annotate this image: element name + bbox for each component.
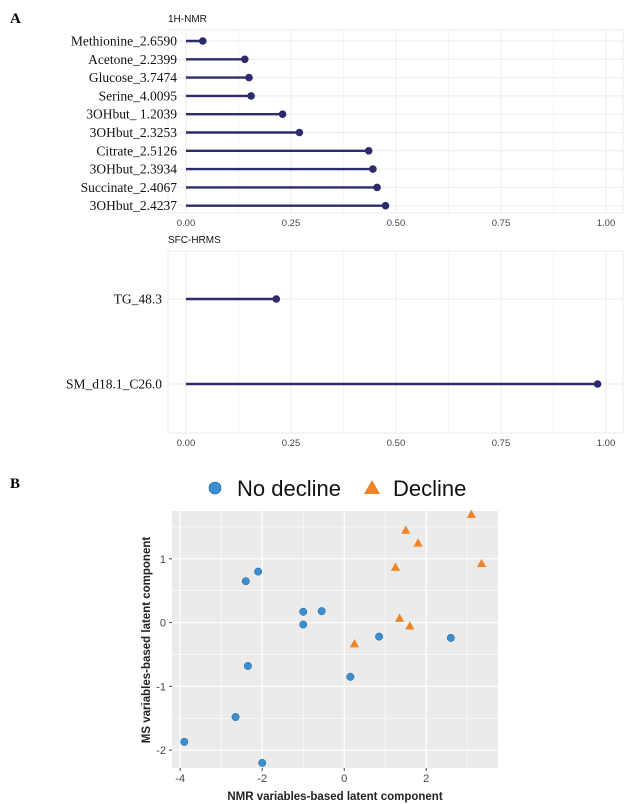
point-no-decline xyxy=(317,607,326,616)
x-tick-label: 0.25 xyxy=(282,218,301,229)
point-no-decline xyxy=(375,632,384,641)
nmr-facet-title: 1H-NMR xyxy=(168,14,207,25)
x-tick-label: -4 xyxy=(175,773,185,785)
legend-decline-marker xyxy=(364,480,380,494)
x-tick-label: 0.00 xyxy=(177,218,196,229)
point-decline xyxy=(401,525,411,534)
ms-facet-title: SFC-HRMS xyxy=(168,235,221,246)
point-no-decline xyxy=(446,633,455,642)
point-no-decline xyxy=(243,662,252,670)
x-tick-label: 1.00 xyxy=(597,218,616,229)
category-label: Serine_4.0095 xyxy=(99,88,178,103)
legend-no-decline-marker xyxy=(208,481,222,495)
category-label: 3OHbut_ 1.2039 xyxy=(86,107,177,122)
point-no-decline xyxy=(180,737,189,746)
lollipop-dot xyxy=(272,295,281,303)
scatter-panel: -4 -2 0 2 -2 -1 0 1 NMR variables-based latent… xyxy=(141,509,498,803)
x-tick-label: 0 xyxy=(341,773,347,785)
x-tick-label: 0.75 xyxy=(492,438,511,449)
point-no-decline xyxy=(241,577,250,586)
y-tick-label: 0 xyxy=(160,618,166,630)
scatter-x-ticks: -4 -2 0 2 xyxy=(175,768,429,785)
legend-decline-label: Decline xyxy=(393,476,466,501)
category-label: Succinate_2.4067 xyxy=(81,180,178,195)
category-label: Citrate_2.5126 xyxy=(96,143,177,158)
point-decline xyxy=(476,558,487,567)
point-no-decline xyxy=(258,758,267,767)
point-decline xyxy=(466,509,476,518)
lollipop-dot xyxy=(381,201,390,210)
scatter-x-axis-title: NMR variables-based latent component xyxy=(227,791,443,803)
point-decline xyxy=(413,538,423,547)
ms-lollipops xyxy=(186,295,602,388)
ms-x-tick-labels: 0.00 0.25 0.50 0.75 1.00 xyxy=(177,438,616,449)
scatter-grid xyxy=(172,511,498,768)
point-no-decline xyxy=(346,672,355,681)
point-decline xyxy=(405,621,415,630)
x-tick-label: 0.75 xyxy=(492,218,511,229)
point-decline xyxy=(390,562,401,571)
category-label: Glucose_3.7474 xyxy=(89,70,177,85)
point-decline xyxy=(349,639,360,648)
x-tick-label: -2 xyxy=(257,773,267,785)
category-label: 3OHbut_2.3934 xyxy=(90,162,178,177)
point-no-decline xyxy=(254,567,263,576)
x-tick-label: 2 xyxy=(423,773,429,785)
point-no-decline xyxy=(299,620,308,629)
y-tick-label: -1 xyxy=(156,681,166,693)
legend-no-decline-label: No decline xyxy=(237,476,341,501)
scatter-y-ticks: -2 -1 0 1 xyxy=(156,554,172,757)
nmr-category-labels: Methionine_2.6590 Acetone_2.2399 Glucose_3… xyxy=(71,34,177,214)
scatter-plot-area xyxy=(172,511,498,768)
point-no-decline xyxy=(231,713,240,721)
lollipop-dot xyxy=(199,37,207,45)
scatter-y-axis-title: MS variables-based latent component xyxy=(141,537,153,744)
category-label: TG_48.3 xyxy=(114,292,163,307)
panel-a-label: A xyxy=(10,11,21,27)
y-tick-label: 1 xyxy=(160,554,166,566)
lollipop-dot xyxy=(373,183,381,192)
category-label: Methionine_2.6590 xyxy=(71,34,177,49)
lollipop-dot xyxy=(295,128,304,137)
lollipop-dot xyxy=(245,73,253,82)
ms-facet: SFC-HRMS TG_48.3SM_d18.1_C26.0 0.00 0.25 0… xyxy=(66,235,624,449)
nmr-x-tick-labels: 0.00 0.25 0.50 0.75 1.00 xyxy=(177,218,616,229)
x-tick-label: 0.50 xyxy=(387,438,406,449)
nmr-facet: 1H-NMR Methionine_2.6590 Acetone_2.2399 Gl… xyxy=(71,14,624,229)
category-label: 3OHbut_2.3253 xyxy=(90,125,178,140)
x-tick-label: 0.50 xyxy=(387,218,406,229)
lollipop-dot xyxy=(241,55,249,64)
category-label: 3OHbut_2.4237 xyxy=(90,198,178,213)
x-tick-label: 0.00 xyxy=(177,438,196,449)
nmr-lollipops xyxy=(186,37,390,210)
lollipop-dot xyxy=(278,110,287,118)
panel-b-label: B xyxy=(10,476,20,492)
lollipop-dot xyxy=(369,165,377,173)
legend: No decline Decline xyxy=(208,476,466,501)
y-tick-label: -2 xyxy=(156,745,166,757)
ms-category-labels: TG_48.3 SM_d18.1_C26.0 xyxy=(66,292,162,392)
category-label: Acetone_2.2399 xyxy=(88,52,177,67)
category-label: SM_d18.1_C26.0 xyxy=(66,377,162,392)
lollipop-dot xyxy=(593,380,602,388)
point-no-decline xyxy=(299,607,308,616)
x-tick-label: 1.00 xyxy=(597,438,616,449)
point-decline xyxy=(394,613,405,622)
lollipop-dot xyxy=(364,147,373,155)
x-tick-label: 0.25 xyxy=(282,438,301,449)
lollipop-dot xyxy=(247,92,255,100)
scatter-points xyxy=(180,509,487,767)
